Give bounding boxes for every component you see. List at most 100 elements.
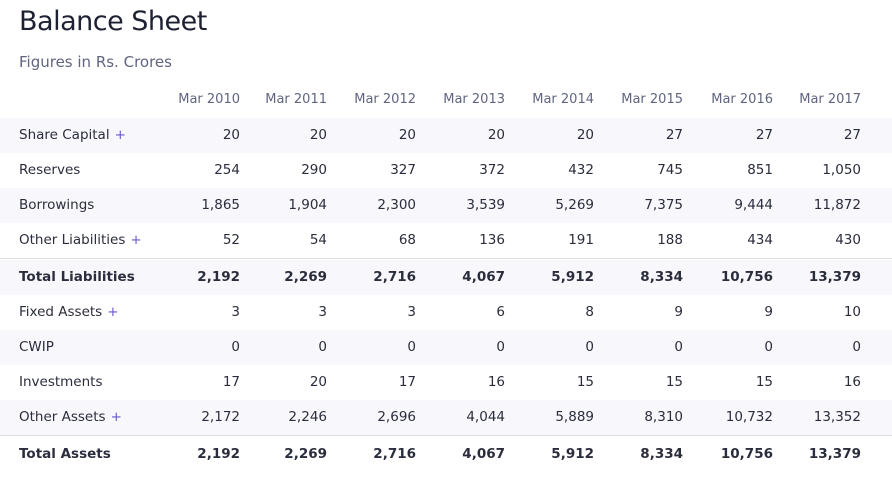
cell-value: 5,889: [555, 409, 594, 425]
row-label: Share Capital +: [19, 127, 126, 143]
cell-value: 188: [657, 232, 683, 248]
row-label-text: Total Assets: [19, 446, 111, 462]
cell-value: 0: [852, 339, 861, 355]
cell-value: 0: [496, 339, 505, 355]
cell-value: 434: [747, 232, 773, 248]
cell-value: 0: [318, 339, 327, 355]
separator: [0, 435, 892, 436]
cell-value: 0: [407, 339, 416, 355]
cell-value: 13,352: [813, 409, 861, 425]
cell-value: 10: [843, 304, 861, 320]
cell-value: 20: [222, 127, 240, 143]
cell-value: 2,300: [377, 197, 416, 213]
cell-value: 9: [764, 304, 773, 320]
expand-toggle[interactable]: +: [110, 409, 122, 425]
cell-value: 4,067: [462, 269, 505, 285]
row-label: Other Liabilities +: [19, 232, 142, 248]
cell-value: 27: [755, 127, 773, 143]
row-label-text: Reserves: [19, 162, 81, 178]
cell-value: 7,375: [644, 197, 683, 213]
row-background: [0, 330, 892, 365]
cell-value: 327: [390, 162, 416, 178]
row-label: Borrowings: [19, 197, 94, 213]
row-label-text: Other Liabilities: [19, 232, 126, 248]
cell-value: 13,379: [808, 269, 861, 285]
cell-value: 136: [479, 232, 505, 248]
cell-value: 2,246: [288, 409, 327, 425]
cell-value: 2,716: [373, 446, 416, 462]
row-label-text: Investments: [19, 374, 103, 390]
cell-value: 0: [585, 339, 594, 355]
column-header: Mar 2012: [354, 92, 416, 107]
cell-value: 2,269: [284, 446, 327, 462]
cell-value: 851: [747, 162, 773, 178]
cell-value: 20: [398, 127, 416, 143]
cell-value: 1,904: [288, 197, 327, 213]
cell-value: 1,050: [822, 162, 861, 178]
cell-value: 430: [835, 232, 861, 248]
column-header: Mar 2017: [799, 92, 861, 107]
cell-value: 8,334: [640, 446, 683, 462]
column-header: Mar 2010: [178, 92, 240, 107]
row-background: [0, 400, 892, 435]
cell-value: 17: [222, 374, 240, 390]
cell-value: 15: [665, 374, 683, 390]
row-label-text: Borrowings: [19, 197, 95, 213]
cell-value: 9: [674, 304, 683, 320]
cell-value: 15: [576, 374, 594, 390]
row-label: Reserves: [19, 162, 80, 178]
cell-value: 20: [309, 127, 327, 143]
cell-value: 3: [318, 304, 327, 320]
row-label: Total Assets: [19, 446, 111, 462]
separator: [0, 258, 892, 259]
cell-value: 52: [222, 232, 240, 248]
column-header: Mar 2016: [711, 92, 773, 107]
cell-value: 16: [843, 374, 861, 390]
row-label: Investments: [19, 374, 103, 390]
cell-value: 8,310: [644, 409, 683, 425]
cell-value: 9,444: [734, 197, 773, 213]
cell-value: 27: [843, 127, 861, 143]
column-header: Mar 2015: [621, 92, 683, 107]
row-background: [0, 118, 892, 153]
cell-value: 68: [398, 232, 416, 248]
cell-value: 5,269: [555, 197, 594, 213]
row-label-text: Share Capital: [19, 127, 110, 143]
cell-value: 290: [301, 162, 327, 178]
expand-toggle[interactable]: +: [130, 232, 142, 248]
cell-value: 8,334: [640, 269, 683, 285]
row-label: Fixed Assets +: [19, 304, 119, 320]
cell-value: 10,756: [720, 446, 773, 462]
column-header: Mar 2011: [265, 92, 327, 107]
row-label-text: Other Assets: [19, 409, 106, 425]
expand-toggle[interactable]: +: [107, 304, 119, 320]
cell-value: 15: [755, 374, 773, 390]
cell-value: 2,716: [373, 269, 416, 285]
cell-value: 17: [398, 374, 416, 390]
title: Balance Sheet: [19, 6, 207, 37]
cell-value: 0: [764, 339, 773, 355]
cell-value: 2,192: [197, 446, 240, 462]
cell-value: 6: [496, 304, 505, 320]
column-header: Mar 2014: [532, 92, 594, 107]
row-label-text: Fixed Assets: [19, 304, 103, 320]
row-label: Total Liabilities: [19, 269, 135, 285]
row-label-text: CWIP: [19, 339, 54, 355]
cell-value: 0: [231, 339, 240, 355]
cell-value: 372: [479, 162, 505, 178]
cell-value: 3: [407, 304, 416, 320]
cell-value: 5,912: [551, 269, 594, 285]
cell-value: 20: [576, 127, 594, 143]
cell-value: 2,269: [284, 269, 327, 285]
row-background: [0, 260, 892, 295]
column-header: Mar 2013: [443, 92, 505, 107]
expand-toggle[interactable]: +: [114, 127, 126, 143]
cell-value: 3,539: [466, 197, 505, 213]
cell-value: 1,865: [201, 197, 240, 213]
subtitle: Figures in Rs. Crores: [19, 53, 172, 71]
cell-value: 16: [487, 374, 505, 390]
cell-value: 2,172: [201, 409, 240, 425]
cell-value: 20: [309, 374, 327, 390]
cell-value: 254: [214, 162, 240, 178]
